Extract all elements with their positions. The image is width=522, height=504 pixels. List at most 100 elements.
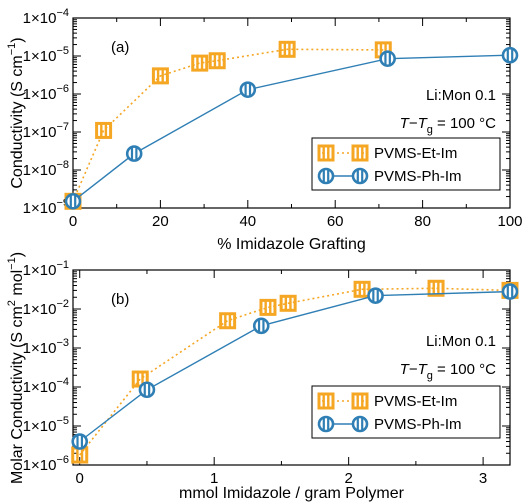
annotation-li-mon: Li:Mon 0.1 (426, 87, 496, 104)
legend: PVMS-Et-Im PVMS-Ph-Im (311, 137, 501, 191)
y-tick-exponent: −6 (56, 454, 69, 466)
y-tick-exponent: −7 (56, 121, 69, 133)
data-point (191, 54, 209, 72)
annotation-Tg: T (418, 361, 429, 378)
square-marker-outline (208, 52, 226, 70)
y-tick-label: 1×10−5 (23, 45, 69, 65)
y-tick-label: 1×10−8 (23, 159, 69, 179)
y-axis-title-close: ) (9, 37, 26, 42)
y-tick-exponent: −6 (56, 83, 69, 95)
y-tick-exponent: −1 (56, 259, 69, 271)
legend-label: PVMS-Ph-Im (374, 168, 462, 185)
y-tick-mantissa: 1×10 (23, 48, 57, 65)
x-tick-label: 0 (69, 213, 77, 230)
legend-square-marker (351, 392, 369, 410)
x-tick-label: 40 (239, 213, 256, 230)
annotation-Tg: T (418, 115, 429, 132)
legend-square-marker (317, 392, 335, 410)
circle-marker-outline (351, 415, 369, 433)
y-axis-title-close: ) (9, 252, 26, 257)
y-tick-label: 1×10−5 (23, 415, 69, 435)
data-point (239, 81, 257, 98)
x-axis-title: % Imidazole Grafting (217, 236, 366, 253)
data-point (95, 121, 113, 139)
circle-marker-outline (501, 46, 519, 64)
y-tick-exponent: −2 (56, 298, 69, 310)
y-tick-label: 1×10−7 (23, 121, 69, 141)
square-marker-outline (351, 144, 369, 162)
y-tick-label: 1×10−4 (23, 376, 69, 396)
panel-a: 0 20 40 60 80 1001×10−91×10−81×10−71×10−61×10… (6, 7, 522, 253)
square-marker-outline (351, 392, 369, 410)
x-tick-label: 2 (344, 470, 352, 487)
annotation-T: T (400, 115, 411, 132)
legend-square-marker (351, 144, 369, 162)
y-axis-title-exp: −1 (6, 257, 18, 270)
square-marker-outline (317, 392, 335, 410)
data-point (71, 433, 89, 450)
x-tick-label: 60 (327, 213, 344, 230)
annotation-rest: = 100 °C (433, 361, 496, 378)
data-point (64, 193, 82, 210)
annotation-sub: g (427, 124, 433, 136)
data-point (367, 287, 384, 304)
legend-circle-marker (317, 167, 335, 185)
y-tick-mantissa: 1×10 (23, 10, 57, 27)
legend-box (311, 385, 501, 439)
annotation-T: T (400, 361, 411, 378)
circle-marker-outline (125, 145, 143, 162)
y-axis-title-exp: −1 (6, 43, 18, 56)
y-tick-mantissa: 1×10 (23, 457, 57, 474)
square-marker-outline (151, 67, 169, 85)
panel-label: (a) (111, 39, 129, 56)
x-tick-label: 0 (76, 470, 84, 487)
y-tick-exponent: −4 (56, 376, 69, 388)
x-tick-label: 100 (497, 213, 522, 230)
y-axis-title: Conductivity (S cm−1) (6, 37, 26, 188)
data-point (278, 40, 296, 58)
square-marker-outline (219, 312, 237, 330)
y-tick-exponent: −8 (56, 159, 69, 171)
y-tick-mantissa: 1×10 (23, 418, 57, 435)
annotation-temperature: T−Tg = 100 °C (400, 361, 497, 382)
square-marker-outline (95, 121, 113, 139)
circle-marker-outline (317, 167, 335, 185)
circle-marker-outline (379, 50, 396, 67)
y-tick-exponent: −4 (56, 7, 69, 19)
y-tick-exponent: −5 (56, 45, 69, 57)
legend-circle-marker (351, 415, 369, 433)
x-tick-label: 20 (152, 213, 169, 230)
legend-box (311, 137, 501, 191)
legend-label: PVMS-Ph-Im (374, 416, 462, 433)
circle-marker-outline (317, 415, 335, 433)
y-axis-title-exp: 2 (6, 300, 18, 306)
data-point (219, 312, 237, 330)
x-axis-title: mmol Imidazole / gram Polymer (179, 485, 405, 502)
plot-frame (72, 269, 511, 466)
panel-b: 0 1 2 31×10−61×10−51×10−41×10−31×10−21×10−1… (6, 252, 519, 502)
y-tick-mantissa: 1×10 (23, 124, 57, 141)
data-point (353, 280, 371, 298)
y-tick-label: 1×10−2 (23, 298, 69, 318)
y-axis-title-main: Molar Conductivity (S cm (9, 306, 26, 484)
data-point (208, 52, 226, 70)
legend-label: PVMS-Et-Im (374, 393, 457, 410)
y-tick-label: 1×10−6 (23, 83, 69, 103)
x-tick-label: 80 (414, 213, 431, 230)
square-marker-outline (259, 298, 277, 316)
circle-marker-outline (64, 193, 82, 210)
annotation-temperature: T−Tg = 100 °C (400, 115, 497, 136)
data-point (138, 381, 156, 399)
y-tick-mantissa: 1×10 (23, 200, 57, 217)
y-tick-label: 1×10−3 (23, 337, 69, 357)
circle-marker-outline (239, 81, 257, 98)
data-point (125, 145, 143, 162)
y-tick-label: 1×10−6 (23, 454, 69, 474)
circle-marker-outline (367, 287, 384, 304)
annotation-rest: = 100 °C (433, 115, 496, 132)
y-tick-mantissa: 1×10 (23, 379, 57, 396)
data-point (252, 317, 270, 335)
data-point (379, 50, 396, 67)
y-axis-title-mid: mol (9, 270, 26, 300)
legend: PVMS-Et-Im PVMS-Ph-Im (311, 385, 501, 439)
